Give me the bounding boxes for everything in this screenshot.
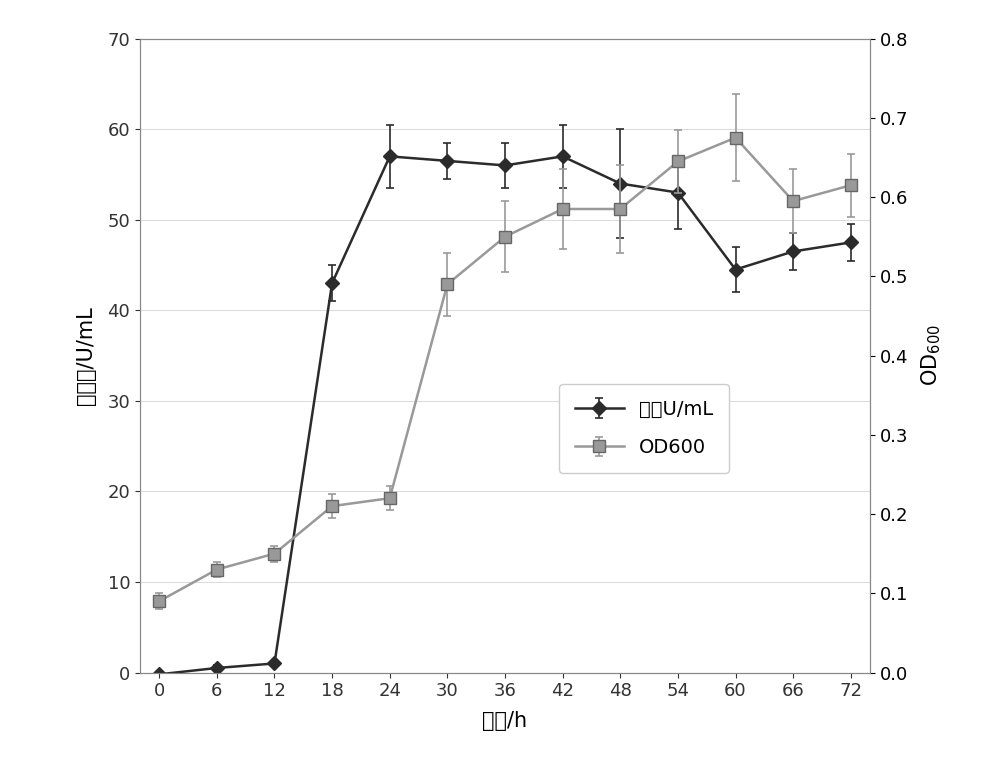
- Legend: 酯活U/mL, OD600: 酯活U/mL, OD600: [559, 384, 729, 472]
- Y-axis label: OD$_{600}$: OD$_{600}$: [919, 325, 943, 386]
- X-axis label: 时间/h: 时间/h: [482, 711, 528, 731]
- Y-axis label: 酯活力/U/mL: 酯活力/U/mL: [76, 306, 96, 405]
